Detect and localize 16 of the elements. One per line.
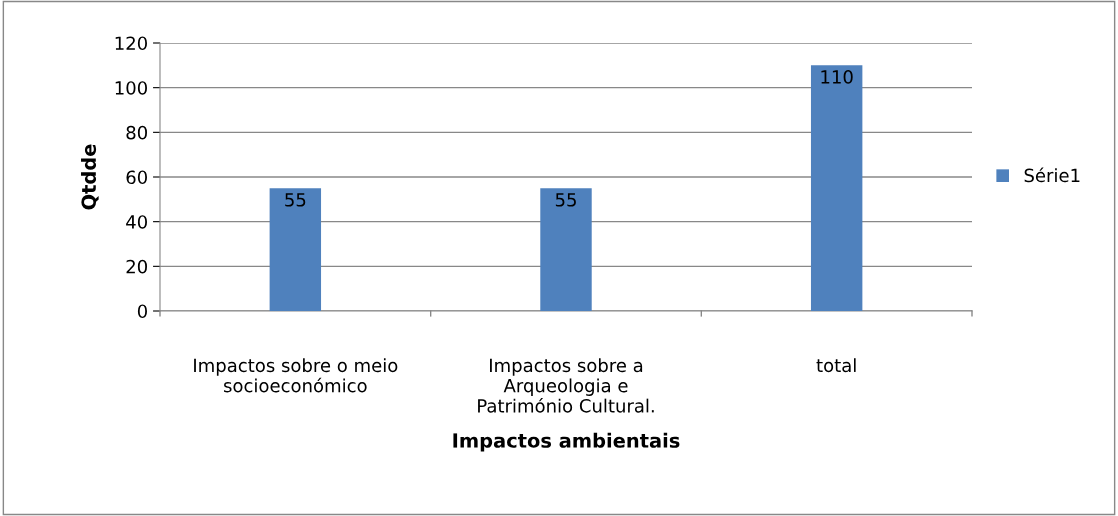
- data-label: 55: [555, 193, 576, 207]
- y-tick-label: 100: [115, 81, 147, 95]
- y-tick-label: 80: [126, 125, 147, 140]
- y-tick-label: 60: [126, 170, 147, 185]
- x-tick-label: Impactos sobre a Arqueologia e Património Cultural.: [478, 358, 654, 413]
- legend-label: Série1: [1024, 167, 1080, 183]
- data-label: 55: [285, 193, 306, 207]
- y-tick-label: 0: [137, 304, 147, 319]
- data-label: 110: [821, 70, 853, 84]
- y-tick-label: 120: [115, 36, 147, 51]
- y-tick-label: 40: [126, 215, 147, 229]
- y-tick-label: 20: [126, 259, 147, 274]
- y-axis-title: Qtdde: [81, 144, 99, 210]
- x-tick-label: Impactos sobre o meio socioeconómico: [194, 358, 398, 393]
- x-axis-title: Impactos ambientais: [453, 432, 680, 452]
- x-tick-label: total: [816, 358, 856, 373]
